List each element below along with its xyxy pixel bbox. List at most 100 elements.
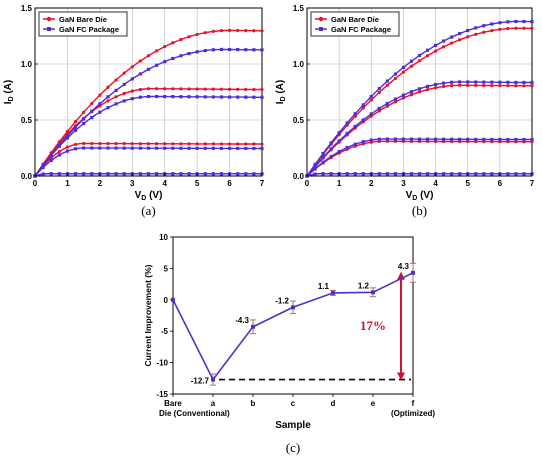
a-x-tick-label: 1 [65, 179, 70, 188]
a-point-bare [195, 32, 199, 37]
b-series-line [306, 138, 533, 177]
a-series-fc-4 [33, 47, 264, 178]
a-point-fc [227, 47, 232, 52]
a-point-fc [73, 125, 78, 129]
a-series-bare-1 [33, 87, 264, 178]
b-point-fc [313, 164, 317, 169]
a-point-fc [252, 48, 256, 52]
b-point-bare [474, 83, 478, 88]
b-point-fc [377, 172, 381, 176]
b-point-bare [506, 26, 510, 31]
a-point-fc [219, 172, 224, 176]
b-point-fc [393, 137, 397, 141]
a-point-fc [219, 146, 224, 150]
b-point-fc [321, 155, 325, 160]
b-x-tick-label: 1 [337, 179, 342, 188]
b-point-bare [490, 29, 494, 33]
b-point-fc [401, 137, 406, 141]
b-point-bare [514, 84, 518, 88]
b-point-fc [450, 172, 454, 176]
a-series-line [34, 29, 262, 177]
a-point-fc [211, 172, 215, 176]
a-series-fc-7 [33, 172, 264, 178]
a-point-bare [122, 91, 126, 96]
a-point-fc [49, 172, 53, 176]
a-point-fc [106, 172, 110, 176]
b-point-fc [321, 151, 325, 156]
b-xlabel-main: V [406, 190, 413, 201]
b-point-bare [377, 109, 381, 113]
b-point-fc [337, 150, 341, 154]
a-legend-label-bare: GaN Bare Die [59, 15, 107, 24]
c-y-axis-label: Current Improvement (%) [143, 264, 153, 366]
b-point-fc [458, 80, 462, 84]
a-point-bare [138, 142, 142, 146]
b-plot-frame [306, 7, 533, 177]
b-point-bare [474, 32, 478, 36]
a-x-tick-label: 6 [227, 179, 232, 188]
a-point-fc [82, 117, 86, 121]
a-point-fc [49, 153, 53, 158]
c-y-tick-label: 5 [164, 264, 169, 273]
a-point-bare [57, 150, 61, 154]
b-point-bare [522, 84, 526, 88]
a-point-fc [130, 77, 134, 81]
b-point-bare [466, 35, 470, 39]
a-point-bare [122, 71, 126, 75]
a-point-bare [90, 141, 94, 146]
b-point-fc [442, 39, 446, 43]
b-xlabel-sub: D [412, 195, 417, 202]
a-point-bare [98, 141, 102, 146]
b-point-fc [474, 137, 478, 141]
b-point-fc [377, 106, 381, 111]
a-plot-frame [34, 7, 263, 177]
b-point-fc [425, 48, 430, 52]
a-point-bare [179, 142, 183, 146]
b-legend-box [310, 11, 400, 37]
b-point-fc [409, 172, 414, 176]
b-point-bare [377, 90, 381, 94]
b-point-fc [506, 172, 510, 176]
a-point-fc [138, 172, 142, 176]
b-point-bare [458, 83, 462, 87]
b-point-bare [417, 90, 422, 94]
b-point-bare [498, 27, 502, 31]
b-series-fc-4 [305, 19, 534, 178]
a-point-fc [82, 172, 86, 176]
b-point-fc [409, 90, 414, 94]
b-point-bare [385, 83, 389, 87]
a-point-fc [65, 136, 70, 140]
a-point-fc [211, 95, 215, 99]
a-point-fc [260, 48, 264, 52]
a-point-bare [260, 87, 264, 92]
b-point-fc [498, 80, 502, 84]
b-point-fc [361, 103, 365, 107]
b-legend-entry-bare: GaN Bare Die [315, 15, 379, 24]
b-point-fc [514, 19, 518, 24]
a-x-tick-label: 2 [98, 179, 103, 188]
a-point-fc [219, 95, 224, 99]
a-y-axis-label: ID (A) [3, 80, 15, 105]
b-point-fc [329, 172, 333, 176]
a-point-fc [146, 94, 151, 99]
a-ticks: 0 1 2 3 4 5 6 7 0.0 0.5 1.0 1.5 [21, 4, 265, 188]
c-y-tick-label: 0 [164, 296, 169, 305]
a-legend-entry-bare: GaN Bare Die [43, 15, 107, 24]
b-point-fc [385, 79, 389, 83]
a-point-fc [187, 172, 191, 176]
a-point-fc [114, 102, 118, 106]
b-point-fc [506, 80, 510, 84]
a-ylabel-sub: D [8, 96, 15, 101]
a-point-fc [171, 172, 175, 176]
c-y-tick-label: -10 [156, 359, 168, 368]
a-point-fc [90, 172, 94, 176]
a-point-bare [252, 87, 256, 92]
b-point-fc [393, 97, 397, 101]
a-point-bare [211, 142, 215, 146]
c-improvement-arrow [397, 271, 405, 381]
a-legend: GaN Bare Die GaN FC Package [38, 11, 128, 37]
b-point-bare [442, 45, 446, 49]
a-point-bare [65, 145, 70, 149]
a-point-bare [195, 142, 199, 146]
